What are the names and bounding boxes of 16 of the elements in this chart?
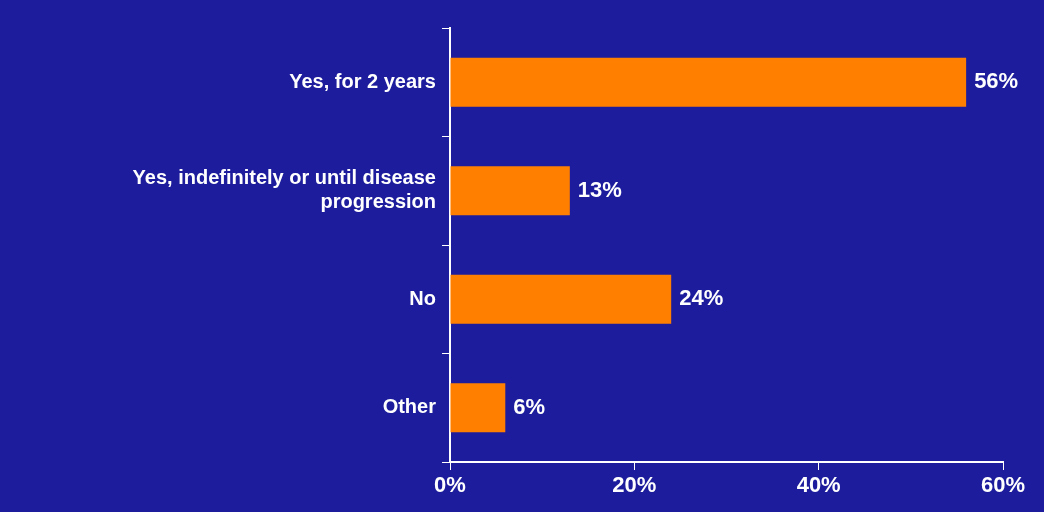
data-label: 6% bbox=[513, 393, 546, 419]
x-tick-label: 20% bbox=[612, 472, 657, 498]
bar bbox=[450, 166, 570, 216]
bar bbox=[450, 274, 672, 324]
bar bbox=[450, 57, 967, 107]
data-label: 56% bbox=[974, 68, 1019, 94]
y-tick-label: Yes, for 2 years bbox=[289, 69, 436, 92]
data-label: 24% bbox=[679, 285, 724, 311]
x-tick-label: 0% bbox=[434, 472, 466, 498]
x-tick-label: 60% bbox=[980, 472, 1026, 498]
y-tick-label: Yes, indefinitely or until disease progression bbox=[132, 166, 436, 213]
x-tick-label: 40% bbox=[796, 472, 841, 498]
data-label: 13% bbox=[577, 176, 622, 202]
y-tick-label: No bbox=[409, 286, 436, 309]
y-tick-label: Other bbox=[382, 395, 437, 418]
bar bbox=[450, 383, 506, 433]
